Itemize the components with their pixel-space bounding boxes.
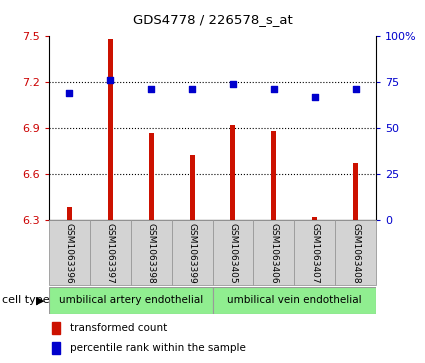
FancyBboxPatch shape [212,287,376,314]
Bar [353,163,358,220]
Bar [312,217,317,220]
Text: GSM1063407: GSM1063407 [310,223,319,284]
Point [230,81,236,87]
Text: percentile rank within the sample: percentile rank within the sample [70,343,246,353]
Text: GSM1063408: GSM1063408 [351,223,360,284]
Bar [230,125,235,220]
FancyBboxPatch shape [294,220,335,285]
FancyBboxPatch shape [49,287,212,314]
Text: umbilical artery endothelial: umbilical artery endothelial [59,295,203,305]
Point [148,86,155,92]
Text: GSM1063396: GSM1063396 [65,223,74,284]
Point [107,77,113,83]
Bar [67,207,72,220]
Point [66,90,73,96]
Bar [190,155,195,220]
Bar [272,131,276,220]
FancyBboxPatch shape [90,220,131,285]
Bar [52,322,60,334]
Point [312,94,318,100]
Bar [149,132,153,220]
Text: GSM1063398: GSM1063398 [147,223,156,284]
Bar [52,342,60,354]
Text: cell type: cell type [2,295,50,305]
FancyBboxPatch shape [253,220,294,285]
FancyBboxPatch shape [172,220,212,285]
Text: umbilical vein endothelial: umbilical vein endothelial [227,295,362,305]
Text: ▶: ▶ [36,295,45,305]
Text: GSM1063405: GSM1063405 [229,223,238,284]
Text: transformed count: transformed count [70,323,167,333]
Bar [108,39,113,220]
FancyBboxPatch shape [131,220,172,285]
Text: GSM1063406: GSM1063406 [269,223,278,284]
Point [189,86,196,92]
FancyBboxPatch shape [212,220,253,285]
FancyBboxPatch shape [49,220,90,285]
Point [270,86,277,92]
Text: GDS4778 / 226578_s_at: GDS4778 / 226578_s_at [133,13,292,26]
Text: GSM1063397: GSM1063397 [106,223,115,284]
Point [352,86,359,92]
Text: GSM1063399: GSM1063399 [187,223,196,284]
FancyBboxPatch shape [335,220,376,285]
